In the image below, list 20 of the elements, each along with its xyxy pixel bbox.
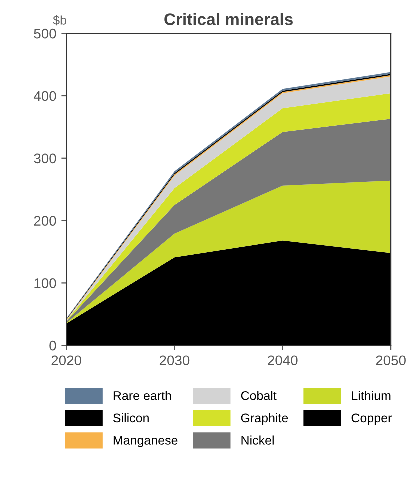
y-tick-label: 400 [34, 91, 56, 102]
y-tick-label: 100 [34, 278, 56, 288]
legend-label: Copper [352, 414, 392, 426]
y-tick-label: 300 [34, 154, 56, 164]
y-tick-label: 500 [34, 28, 56, 39]
legend-label: Rare earth [114, 391, 172, 400]
chart-title: Critical minerals [164, 13, 293, 26]
y-tick-label: 200 [34, 216, 56, 226]
y-axis-title: $b [53, 16, 66, 26]
legend-label: Cobalt [241, 391, 277, 400]
legend-label: Manganese [114, 436, 178, 448]
legend-label: Nickel [242, 436, 274, 445]
x-tick-label: 2040 [268, 356, 298, 366]
y-tick-label: 0 [50, 340, 56, 351]
x-tick-label: 2030 [160, 356, 190, 366]
x-tick-label: 2050 [376, 356, 406, 366]
legend-label: Lithium [352, 391, 391, 400]
legend-label: Silicon [113, 413, 149, 423]
x-tick-label: 2020 [52, 356, 82, 366]
legend-label: Graphite [241, 413, 288, 426]
